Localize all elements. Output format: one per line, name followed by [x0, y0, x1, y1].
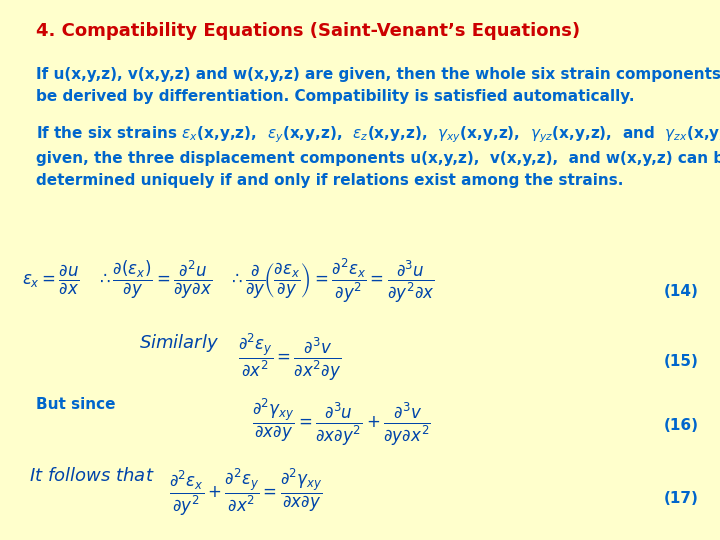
Text: If the six strains $\varepsilon_x$(x,y,z),  $\varepsilon_y$(x,y,z),  $\varepsilo: If the six strains $\varepsilon_x$(x,y,z…: [36, 124, 720, 188]
Text: (16): (16): [663, 418, 698, 434]
Text: $\varepsilon_x = \dfrac{\partial u}{\partial x}$   $\therefore \dfrac{\partial(\: $\varepsilon_x = \dfrac{\partial u}{\par…: [22, 256, 434, 305]
Text: But since: But since: [36, 397, 115, 412]
Text: $\dfrac{\partial^2 \gamma_{xy}}{\partial x \partial y} = \dfrac{\partial^3 u}{\p: $\dfrac{\partial^2 \gamma_{xy}}{\partial…: [252, 397, 431, 448]
Text: $\dfrac{\partial^2 \varepsilon_x}{\partial y^2} + \dfrac{\partial^2 \varepsilon_: $\dfrac{\partial^2 \varepsilon_x}{\parti…: [169, 467, 323, 518]
Text: $\mathit{Similarly}$: $\mathit{Similarly}$: [140, 332, 220, 354]
Text: (17): (17): [664, 491, 698, 507]
Text: (14): (14): [664, 284, 698, 299]
Text: If u(x,y,z), v(x,y,z) and w(x,y,z) are given, then the whole six strain componen: If u(x,y,z), v(x,y,z) and w(x,y,z) are g…: [36, 68, 720, 104]
Text: (15): (15): [664, 354, 698, 369]
Text: $\dfrac{\partial^2 \varepsilon_y}{\partial x^2} = \dfrac{\partial^3 v}{\partial : $\dfrac{\partial^2 \varepsilon_y}{\parti…: [238, 332, 341, 383]
Text: 4. Compatibility Equations (Saint-Venant’s Equations): 4. Compatibility Equations (Saint-Venant…: [36, 22, 580, 39]
Text: $\mathit{It\ follows\ that}$: $\mathit{It\ follows\ that}$: [30, 467, 155, 485]
